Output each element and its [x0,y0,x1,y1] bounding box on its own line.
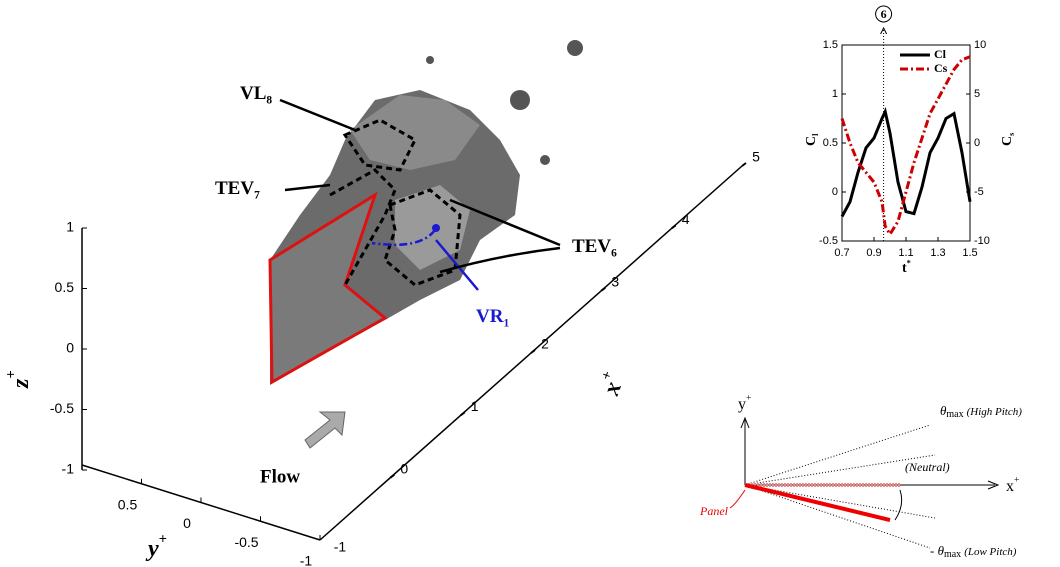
x-tick-label: 1.3 [930,247,945,259]
figure: 0.70.91.11.31.5-0.500.511.5-10-50510t*Cl… [0,0,1060,567]
x-axis-title: x+ [594,369,629,399]
y2-tick-label: -10 [974,235,990,247]
x-tick-label: -1 [334,539,347,555]
low-pitch-label: - θmax(Low Pitch) [930,543,1017,560]
z-tick-label: -0.5 [50,400,74,416]
diagram-x-label: x+ [1006,475,1019,495]
z-tick-label: -1 [62,461,75,477]
pitch-diagram [730,418,998,548]
y-axis-title: Cl [804,133,820,146]
x-tick-label: 0.9 [866,247,881,259]
z-tick-label: 1 [66,219,74,235]
z-tick-label: 0 [66,340,74,356]
x-axis-title: t* [902,258,911,276]
x-tick-label: 0.7 [834,247,849,259]
x-tick [742,163,746,166]
diagram-x-label-main: x [1006,478,1014,495]
tev6-label-main: TEV [572,236,611,257]
y-tick-label: -1 [300,553,313,567]
legend-label: Cs [934,61,948,75]
y2-axis-title-main: C [1000,136,1015,146]
diagram-y-label-sup: + [746,393,751,404]
high-pitch-label: θmax(High Pitch) [940,403,1022,420]
y-tick-label: 1.5 [823,39,838,51]
marker-label: 6 [881,7,887,21]
x-tick [461,412,465,415]
low-pitch-label-sub: max [944,549,961,560]
y2-tick-label: 5 [974,88,980,100]
y-axis-title-main: C [804,136,819,146]
tev6-label: TEV6 [572,236,617,259]
y-tick-label: 0.5 [118,496,138,512]
x-axis-title-sup: * [907,258,911,267]
x-tick-label: 2 [541,336,549,352]
y2-tick-label: 10 [974,39,986,51]
y2-tick-label: 0 [974,137,980,149]
neutral-label: (Neutral) [905,460,950,474]
y2-axis-title-sub: s [1007,132,1016,136]
y-tick-label: -0.5 [819,235,838,247]
x-tick-label: 1.1 [898,247,913,259]
y-tick-label: 0.5 [823,137,838,149]
z-axis-title: z+ [4,370,34,389]
y2-tick-label: -5 [974,186,984,198]
tev7-label-sub: 7 [254,189,260,201]
x-tick-label: 5 [752,149,760,165]
y-axis-title-sub: l [811,133,820,136]
x-tick-label: 3 [611,273,619,289]
y-tick-label: -0.5 [234,534,258,550]
x-tick-label: 1.5 [962,247,977,259]
tev6-label-sub: 6 [611,247,617,259]
low-pitch-label-note: (Low Pitch) [964,546,1017,558]
vr1-label-main: VR [476,306,504,327]
x-tick-label: 4 [682,211,690,227]
tev7-label: TEV7 [215,178,260,201]
diagram-y-label: y+ [738,393,751,413]
legend-label: Cl [934,47,947,61]
y-axis-title: y+ [145,532,167,562]
diagram-x-label-sup: + [1014,475,1019,486]
high-pitch-label-note: (High Pitch) [967,406,1023,418]
diagram-y-label-main: y [738,396,746,413]
vr1-label: VR1 [476,306,509,329]
series-line [842,112,970,217]
panel-label: Panel [699,504,729,518]
tev7-label-main: TEV [215,178,254,199]
vl8-label: VL8 [240,83,272,106]
x-tick [601,288,605,291]
x-tick-label: 0 [400,460,408,476]
z-axis-title-main: z [8,378,34,389]
flow-label: Flow [260,466,300,487]
y-axis-title-main: y [145,536,159,562]
y-axis-title-sup: + [159,532,167,548]
vl8-label-main: VL [240,83,266,104]
x-tick-label: 1 [471,398,479,414]
z-axis-title-sup: + [4,370,20,378]
low-pitch-label-prefix: - θ [930,543,945,558]
vortex-render [270,40,583,448]
z-tick-label: 0.5 [55,279,75,295]
y-tick-label: 0 [183,515,191,531]
x-tick [531,350,535,353]
x-tick [390,475,394,478]
vr1-label-sub: 1 [503,317,509,329]
vl8-label-sub: 8 [266,94,272,106]
x-tick [672,225,676,228]
y2-axis-title: Cs [1000,132,1016,146]
high-pitch-label-sub: max [946,409,963,420]
y-tick-label: 0 [832,186,838,198]
y-tick-label: 1 [832,88,838,100]
